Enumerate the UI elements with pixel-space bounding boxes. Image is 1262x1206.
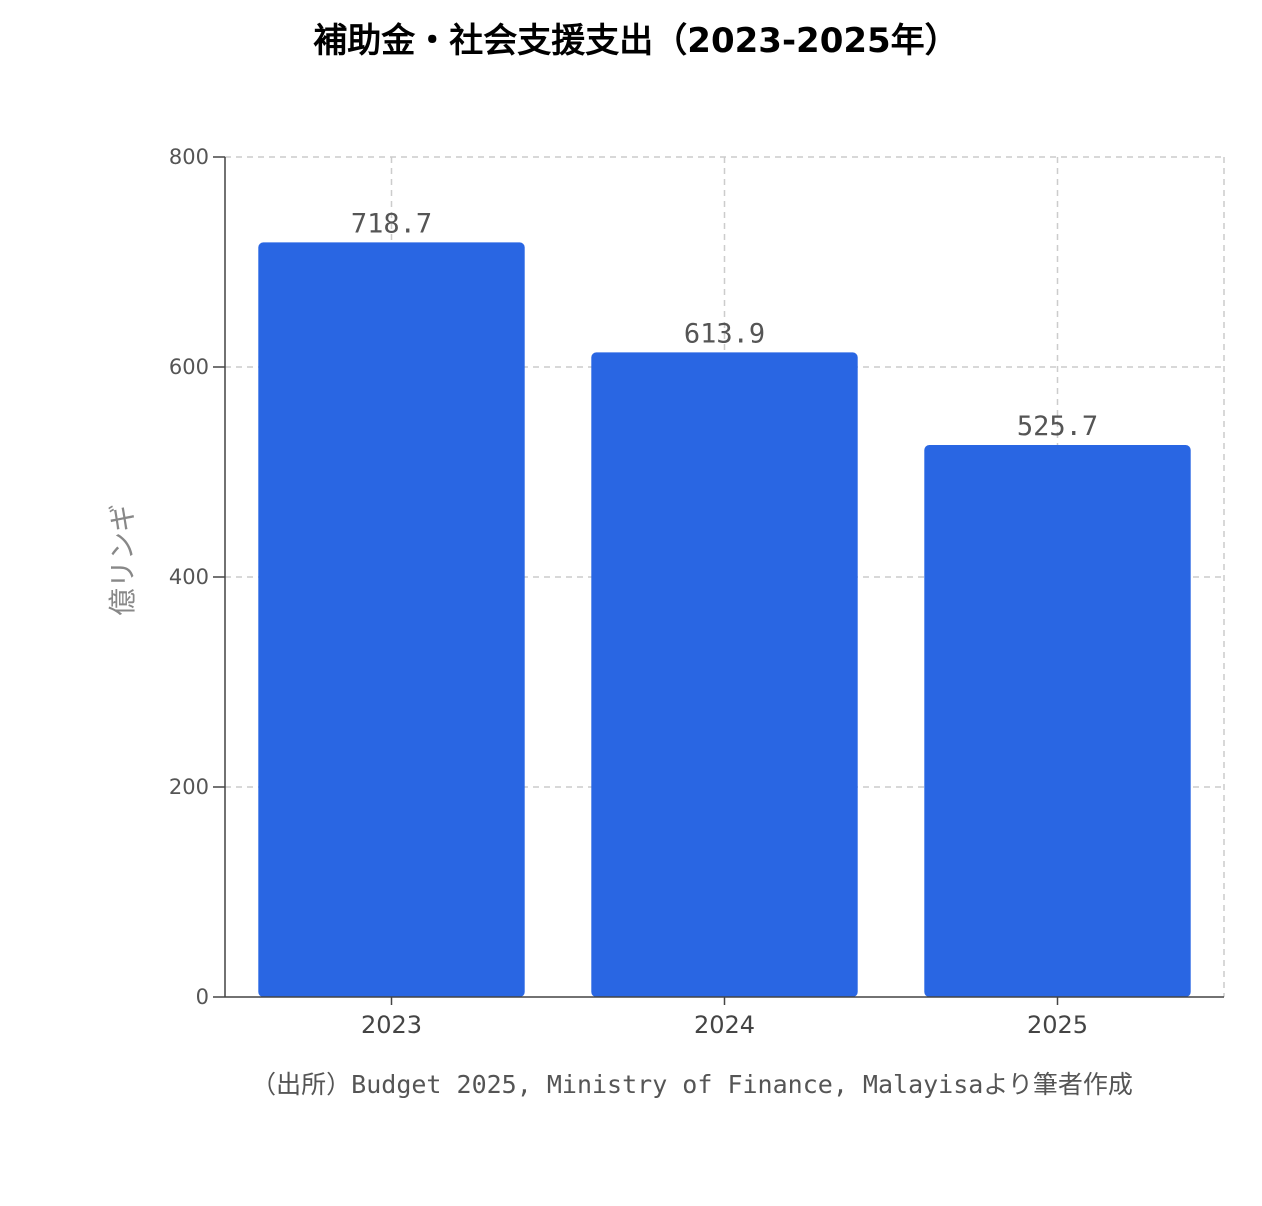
source-note: （出所）Budget 2025, Ministry of Finance, Ma… — [251, 1070, 1133, 1099]
x-tick-label-2025: 2025 — [1027, 1011, 1088, 1039]
bar-2024 — [591, 352, 858, 997]
y-tick-label-200: 200 — [169, 775, 209, 799]
bars: 718.7 613.9 525.7 — [258, 208, 1191, 998]
bar-2025 — [924, 445, 1191, 997]
y-axis-label: 億リンギ — [106, 504, 139, 616]
bar-2023 — [258, 242, 525, 998]
chart-title: 補助金・社会支援支出（2023-2025年） — [313, 21, 958, 61]
data-label-2024: 613.9 — [684, 318, 765, 349]
y-tick-label-800: 800 — [169, 145, 209, 169]
axes: 0 200 400 600 800 2023 2024 2025 — [169, 145, 1224, 1039]
x-tick-label-2024: 2024 — [694, 1011, 755, 1039]
y-tick-label-0: 0 — [196, 985, 209, 1009]
x-tick-label-2023: 2023 — [361, 1011, 422, 1039]
y-tick-label-600: 600 — [169, 355, 209, 379]
y-tick-label-400: 400 — [169, 565, 209, 589]
data-label-2025: 525.7 — [1017, 411, 1098, 442]
data-label-2023: 718.7 — [351, 208, 432, 239]
